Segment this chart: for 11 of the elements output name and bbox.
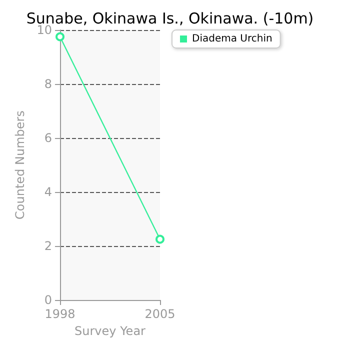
x-tick-label: 1998 xyxy=(44,307,76,321)
y-tick-label: 0 xyxy=(44,293,52,307)
legend-label: Diadema Urchin xyxy=(192,34,272,44)
y-tick-label: 4 xyxy=(44,185,52,199)
x-axis-title: Survey Year xyxy=(74,324,146,338)
y-tick-label: 10 xyxy=(36,23,52,37)
y-tick-label: 8 xyxy=(44,77,52,91)
y-axis-title: Counted Numbers xyxy=(13,110,27,220)
y-tick-label: 2 xyxy=(44,239,52,253)
y-tick-label: 6 xyxy=(44,131,52,145)
x-tick-label: 2005 xyxy=(144,307,176,321)
